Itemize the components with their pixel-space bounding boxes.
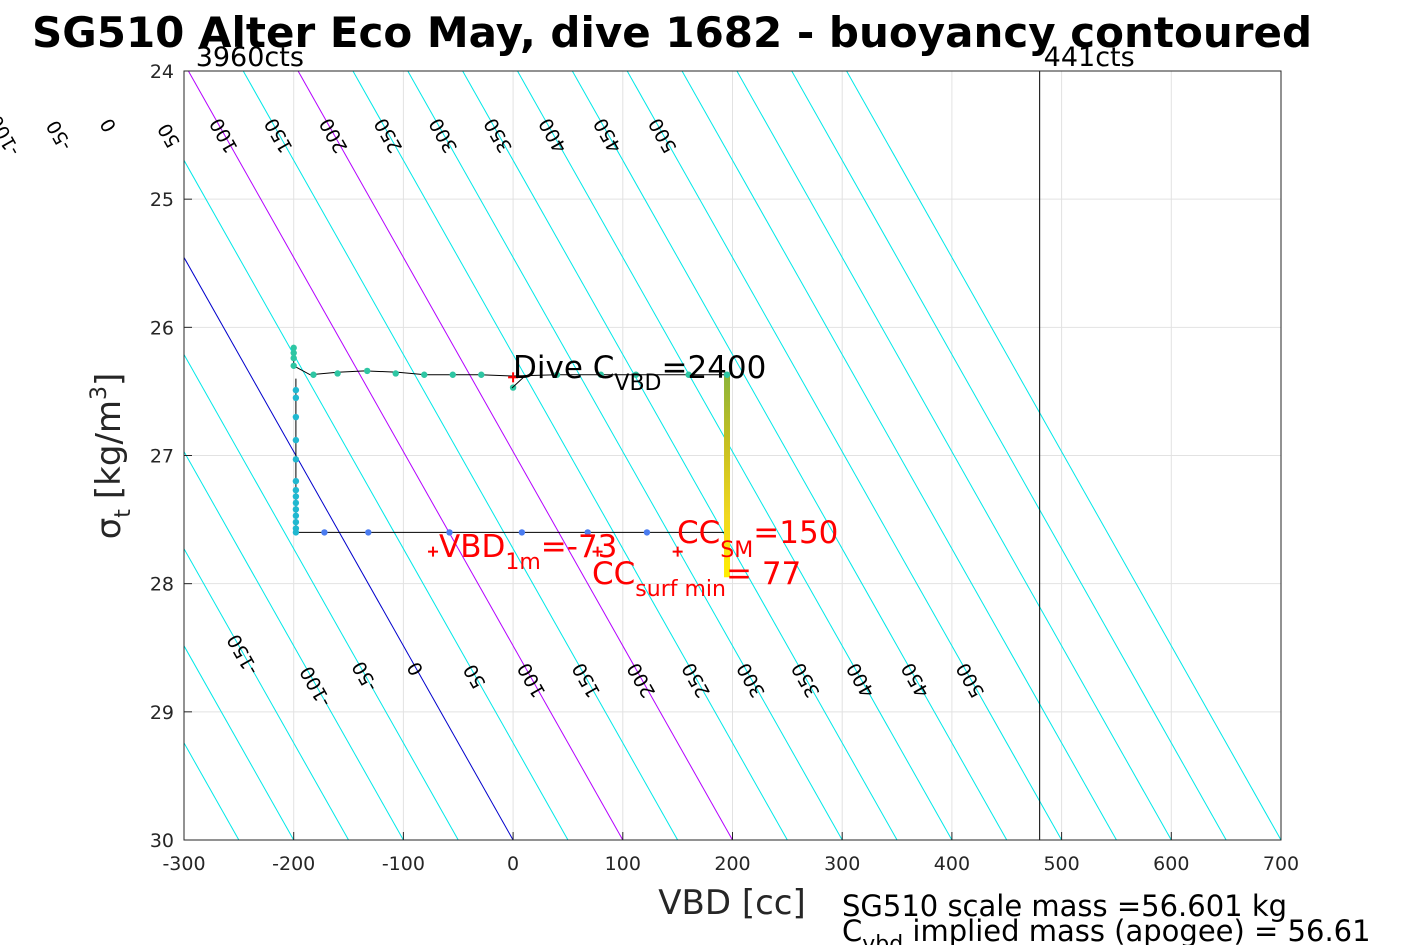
data-point xyxy=(723,371,731,378)
data-point xyxy=(449,371,456,378)
x-tick-label: 500 xyxy=(1043,853,1079,875)
contour-line xyxy=(0,71,74,840)
x-tick-label: 0 xyxy=(507,853,519,875)
cc-surf-min-marker xyxy=(592,546,603,557)
data-point xyxy=(292,512,300,519)
data-point xyxy=(685,371,692,378)
scale-mass-text: SG510 scale mass =56.601 kg xyxy=(842,889,1287,923)
data-point xyxy=(643,529,651,536)
contour-line xyxy=(462,71,898,840)
cc-sm-annotation: CCSM=150 xyxy=(677,515,838,563)
data-point xyxy=(292,436,300,444)
y-tick-label: 24 xyxy=(150,61,174,83)
data-point xyxy=(292,493,300,500)
data-point xyxy=(290,349,297,357)
contour-line xyxy=(736,71,1172,840)
data-point xyxy=(363,367,371,375)
axis-ticks: -300 -200 -100 0 100 200 300 400 500 600 700 24 25 26… xyxy=(150,61,1299,875)
data-point xyxy=(365,529,372,536)
y-tick-label: 29 xyxy=(150,702,174,724)
data-point xyxy=(597,371,605,378)
y-axis-label: σt[kg/m3] xyxy=(87,373,136,540)
contour-line xyxy=(184,644,295,840)
vbd-limit-label: 3960cts xyxy=(196,42,304,73)
contour-label: -50 xyxy=(42,116,76,154)
data-point xyxy=(292,486,300,494)
data-point xyxy=(292,506,300,513)
data-point xyxy=(292,413,300,421)
y-tick-label: 25 xyxy=(150,189,174,211)
contour-line xyxy=(187,71,624,840)
contour-line xyxy=(517,71,953,840)
data-point xyxy=(392,370,399,377)
vbd-limit-lines: 3960cts 441cts xyxy=(196,42,1135,840)
x-tick-label: 600 xyxy=(1153,853,1189,875)
buoyancy-contours xyxy=(0,71,1281,840)
data-point xyxy=(478,371,485,378)
vbd-limit-label: 441cts xyxy=(1044,42,1135,73)
x-tick-label: -300 xyxy=(162,853,205,875)
contour-line xyxy=(184,547,349,840)
data-point xyxy=(310,371,317,378)
chart-title: SG510 Alter Eco May, dive 1682 - buoyanc… xyxy=(32,8,1312,57)
x-tick-label: 400 xyxy=(934,853,970,875)
contour-line xyxy=(791,71,1227,840)
data-point xyxy=(421,371,428,378)
contour-label: -100 xyxy=(0,111,25,159)
data-point xyxy=(290,344,297,352)
y-tick-label: 28 xyxy=(150,574,174,596)
cc-surf-min-annotation: CCsurf min= 77 xyxy=(592,556,801,602)
data-point xyxy=(632,371,640,378)
vbd-1m-annotation: VBD1m=-73 xyxy=(439,529,617,575)
y-tick-label: 30 xyxy=(150,830,174,852)
x-tick-label: 700 xyxy=(1263,853,1299,875)
vbd-1m-marker xyxy=(428,546,439,557)
data-point xyxy=(292,386,300,394)
data-point xyxy=(334,370,341,377)
contour-line xyxy=(407,71,843,840)
y-tick-label: 27 xyxy=(150,446,174,468)
contour-line xyxy=(184,159,569,840)
data-point xyxy=(290,354,297,362)
contour-line xyxy=(184,353,459,840)
x-axis-label: VBD [cc] xyxy=(658,883,806,923)
data-point xyxy=(292,477,300,485)
contour-label: 0 xyxy=(96,114,121,135)
contour-line xyxy=(626,71,1063,840)
dive-profile xyxy=(290,344,731,578)
vbd-bar xyxy=(724,374,731,578)
data-point xyxy=(446,529,453,536)
x-tick-label: 200 xyxy=(714,853,750,875)
data-point xyxy=(292,525,300,532)
data-point xyxy=(292,499,300,507)
implied-mass-text: Cvbd implied mass (apogee) = 56.61 xyxy=(842,914,1371,945)
x-tick-label: -200 xyxy=(272,853,315,875)
y-tick-label: 26 xyxy=(150,317,174,339)
contour-line xyxy=(297,71,733,840)
data-point xyxy=(518,529,526,536)
data-point xyxy=(292,394,300,402)
contour-line xyxy=(242,71,679,840)
contour-line xyxy=(846,71,1281,840)
dive-cvbd-annotation: Dive CVBD=2400 xyxy=(513,350,766,396)
x-tick-label: 100 xyxy=(605,853,641,875)
x-tick-label: 300 xyxy=(824,853,860,875)
data-point xyxy=(290,362,297,369)
contour-line xyxy=(681,71,1117,840)
data-point xyxy=(584,529,591,536)
x-tick-label: -100 xyxy=(382,853,425,875)
dive-cvbd-leader xyxy=(511,374,527,389)
data-point xyxy=(292,456,300,463)
dive-cvbd-marker xyxy=(508,372,519,383)
contour-line xyxy=(571,71,1008,840)
data-point xyxy=(321,529,328,536)
data-point xyxy=(292,518,300,526)
contour-label: 50 xyxy=(154,119,185,151)
cc-sm-marker xyxy=(672,546,683,557)
data-point xyxy=(553,371,561,378)
contour-line xyxy=(352,71,788,840)
annotation-markers xyxy=(428,372,683,557)
